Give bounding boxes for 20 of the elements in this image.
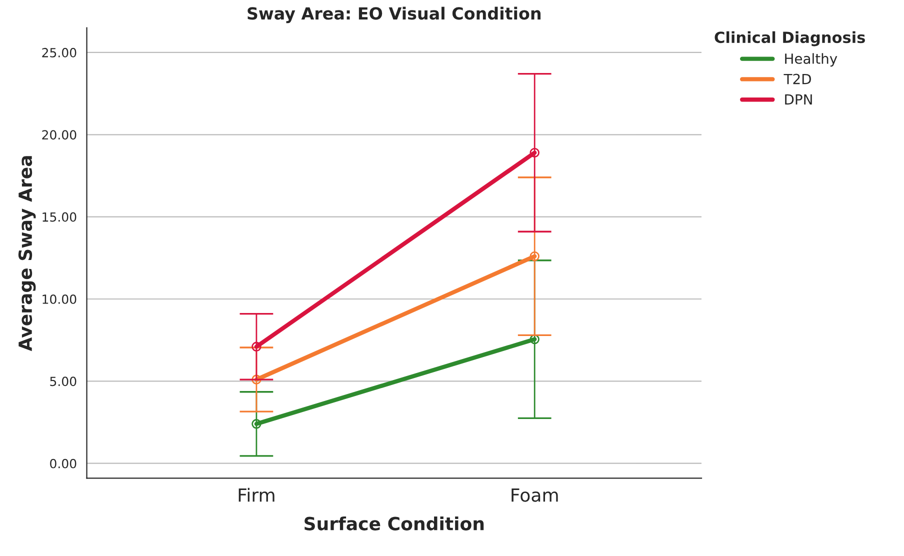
y-tick-label: 5.00 xyxy=(50,376,76,386)
legend-title: Clinical Diagnosis xyxy=(714,31,865,46)
point xyxy=(530,148,540,158)
y-axis-title: Average Sway Area xyxy=(18,156,36,352)
x-tick-label: Firm xyxy=(238,488,274,502)
y-tick-label: 15.00 xyxy=(42,212,76,222)
point xyxy=(252,419,262,429)
point xyxy=(530,251,540,262)
y-tick-label: 0.00 xyxy=(50,458,76,468)
y-tick-label: 25.00 xyxy=(42,48,76,58)
legend-label: T2D xyxy=(784,74,811,84)
x-tick-label: Foam xyxy=(512,488,558,502)
x-axis-title: Surface Condition xyxy=(304,516,484,530)
point xyxy=(252,374,262,384)
legend-label: Healthy xyxy=(785,53,838,67)
chart-title: Sway Area: EO Visual Condition xyxy=(248,6,541,24)
point xyxy=(252,342,262,352)
legend-label: DPN xyxy=(785,94,812,104)
y-tick-label: 20.00 xyxy=(42,130,76,140)
y-tick-label: 10.00 xyxy=(42,294,76,304)
